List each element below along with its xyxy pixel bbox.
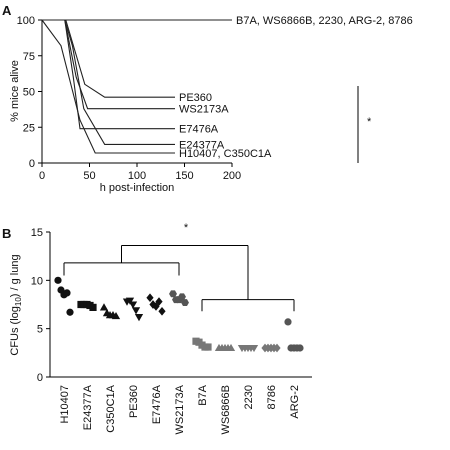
- panel-b-y-tick-label: 5: [37, 324, 43, 336]
- data-point: [181, 299, 189, 306]
- survival-line-3: [42, 19, 175, 110]
- data-point: [296, 344, 304, 352]
- panel-a-x-ticks: 0 50 100 150 200: [39, 163, 241, 182]
- survival-line-5: [42, 19, 175, 145]
- panel-b-label: B: [2, 226, 11, 241]
- panel-a-y-tick-label: 100: [17, 15, 35, 27]
- data-point: [134, 314, 144, 322]
- panel-b-significance-bracket: [63, 245, 295, 312]
- data-point: [204, 343, 212, 351]
- panel-a-x-axis-title: h post-infection: [100, 182, 175, 194]
- panel-b-y-tick-label: 10: [31, 275, 43, 287]
- panel-a-x-tick-label: 150: [175, 170, 193, 182]
- series-label-3: WS2173A: [179, 104, 229, 116]
- panel-b-y-axis-title: CFUs (log10) / g lung: [9, 254, 23, 355]
- data-point: [54, 276, 62, 284]
- panel-b-category-labels: H10407 E24377A C350C1A PE360 E7476A WS2173A B7…: [59, 384, 301, 434]
- panel-b-y-ticks: 0 5 10 15: [31, 227, 50, 384]
- data-point: [125, 297, 135, 305]
- category-label: 2230: [243, 385, 255, 409]
- category-label: E24377A: [82, 384, 94, 430]
- data-point: [128, 301, 138, 309]
- panel-a-y-tick-label: 0: [29, 158, 35, 170]
- panel-a-label: A: [2, 3, 12, 18]
- data-point: [146, 293, 154, 303]
- panel-b-axes: [49, 232, 312, 378]
- series-label-5: E24377A: [179, 139, 225, 151]
- category-label: WS2173A: [174, 384, 186, 434]
- data-point: [249, 344, 259, 353]
- data-point: [273, 343, 281, 353]
- panel-a-x-tick-label: 200: [223, 170, 241, 182]
- panel-a-series-labels: B7A, WS6866B, 2230, ARG-2, 8786 PE360WS21…: [179, 15, 413, 160]
- panel-a-y-ticks: 0 25 50 75 100: [17, 15, 42, 170]
- data-point: [111, 311, 121, 320]
- data-point: [99, 303, 109, 311]
- survival-line-4: [42, 19, 175, 130]
- panel-a-y-axis-title: % mice alive: [9, 60, 21, 122]
- panel-b-significance-star: *: [184, 222, 189, 234]
- data-point: [226, 343, 236, 352]
- data-point: [155, 297, 163, 306]
- data-point: [284, 318, 292, 326]
- series-label-1: B7A, WS6866B, 2230, ARG-2, 8786: [236, 15, 413, 27]
- data-point: [169, 290, 177, 298]
- series-label-4: E7476A: [179, 124, 219, 136]
- category-label: PE360: [128, 385, 140, 418]
- category-label: ARG-2: [289, 385, 301, 419]
- data-point: [63, 289, 71, 297]
- panel-b-y-tick-label: 15: [31, 227, 43, 239]
- panel-a-survival-lines: [41, 19, 232, 154]
- data-point: [66, 308, 74, 316]
- data-point: [131, 307, 141, 315]
- panel-b-y-tick-label: 0: [37, 372, 43, 384]
- panel-a-y-tick-label: 50: [23, 87, 35, 99]
- data-point: [178, 293, 186, 301]
- panel-a-y-tick-label: 75: [23, 51, 35, 63]
- panel-a-x-tick-label: 100: [128, 170, 146, 182]
- category-label: WS6866B: [220, 385, 232, 435]
- survival-line-2: [42, 19, 175, 98]
- series-label-6: H10407, C350C1A: [179, 148, 272, 160]
- panel-a-x-tick-label: 50: [83, 170, 95, 182]
- data-point: [158, 306, 166, 316]
- panel-a-x-tick-label: 0: [39, 170, 45, 182]
- category-label: 8786: [266, 385, 278, 409]
- category-label: B7A: [197, 384, 209, 405]
- panel-a-y-tick-label: 25: [23, 122, 35, 134]
- series-label-2: PE360: [179, 92, 212, 104]
- panel-a-significance-star: *: [367, 116, 372, 128]
- category-label: C350C1A: [105, 384, 117, 432]
- category-label: E7476A: [151, 384, 163, 424]
- panel-b-data-points: [54, 276, 304, 353]
- survival-line-6: [41, 19, 175, 154]
- data-point: [89, 303, 97, 311]
- category-label: H10407: [59, 385, 71, 424]
